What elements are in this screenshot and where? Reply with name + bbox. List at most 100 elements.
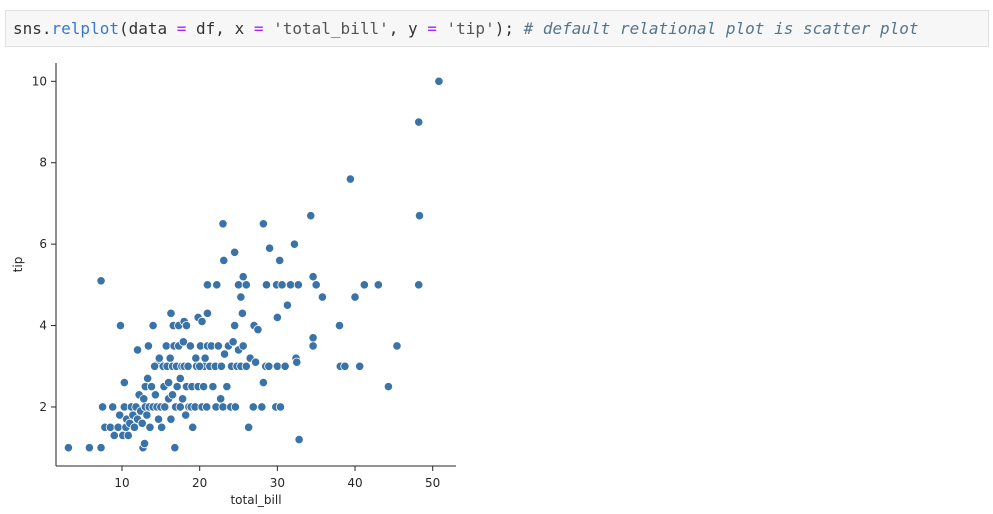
scatter-point [280,361,290,371]
scatter-point [308,333,318,343]
scatter-point [178,394,188,404]
scatter-point [185,341,195,351]
scatter-point [146,382,157,392]
y-axis-label: tip [11,257,25,273]
scatter-point [96,276,106,286]
scatter-point [208,382,218,392]
scatter-point [165,353,175,363]
scatter-point [414,117,424,127]
scatter-point [191,353,201,363]
scatter-point [373,280,383,290]
scatter-point [340,361,350,371]
scatter-point [142,410,152,420]
code-cell[interactable]: sns.relplot(data = df, x = 'total_bill',… [5,10,989,47]
scatter-point [285,280,296,290]
scatter-point [236,292,246,302]
y-tick-label: 8 [39,156,47,170]
scatter-point [154,353,164,363]
scatter-point [308,272,318,282]
scatter-point [164,377,174,388]
scatter-point [119,377,129,388]
scatter-point [253,325,263,335]
scatter-point [241,361,251,371]
scatter-point [153,414,164,424]
scatter-point [292,357,302,367]
scatter-point [96,443,106,453]
scatter-point [294,434,304,445]
scatter-point [238,341,248,351]
scatter-point [109,430,119,441]
scatter-point [277,280,287,290]
code-token: (data [118,19,177,38]
scatter-point [350,292,360,302]
scatter-point [183,361,193,371]
code-token [263,19,273,38]
scatter-point [98,402,108,412]
scatter-point [181,320,192,331]
y-tick-label: 4 [39,319,47,333]
scatter-point [139,439,150,449]
x-axis-label: total_bill [230,493,281,507]
scatter-point [129,422,140,432]
scatter-point [202,402,212,412]
scatter-point [63,443,74,453]
scatter-point [137,418,147,428]
scatter-point [84,443,94,453]
scatter-point [213,341,223,351]
scatter-point [258,377,268,388]
scatter-point [233,280,244,290]
y-tick-label: 6 [39,237,47,251]
code-token: relplot [51,19,119,38]
scatter-point [238,272,248,282]
code-token: df, x [186,19,254,38]
scatter-point [198,382,209,392]
code-token: 'total_bill' [273,19,389,38]
scatter-point [414,280,424,290]
scatter-point [293,280,303,290]
scatter-point [160,402,170,412]
scatter-point [143,341,154,351]
scatter-plot: 10 20 30 40 50 2 4 6 8 10 total_bill tip [11,63,456,507]
scatter-point [166,414,176,424]
code-token: 'tip' [446,19,495,38]
x-tick-label: 50 [425,476,440,490]
scatter-point [257,402,267,412]
scatter-point [261,280,272,290]
code-token: sns. [13,19,52,38]
scatter-point [175,402,185,412]
scatter-point [150,390,161,400]
scatter-point [228,337,238,347]
scatter-point [167,390,178,400]
scatter-point [218,219,228,229]
scatter-point [123,430,133,441]
scatter-point [218,402,228,412]
y-tick-label: 2 [39,400,47,414]
scatter-point [178,337,188,347]
code-token: , y [388,19,428,38]
scatter-point [172,382,182,392]
scatter-point [258,219,268,229]
scatter-point [251,357,261,367]
scatter-point [113,422,123,432]
scatter-point [334,320,345,331]
scatter-point [230,247,240,257]
scatter-point [282,300,293,310]
scatter-point [355,361,365,371]
x-tick-label: 40 [347,476,362,490]
scatter-point [308,341,318,351]
code-token: ); [494,19,524,38]
scatter-point [202,280,213,290]
scatter-point [383,382,394,392]
scatter-point [216,361,227,371]
scatter-point [108,402,118,412]
scatter-point [230,402,241,412]
scatter-point [216,394,226,404]
scatter-point [148,320,158,331]
scatter-point [275,255,285,266]
x-tick-label: 30 [270,476,285,490]
scatter-point [105,422,115,432]
scatter-point [264,243,275,253]
scatter-point [157,422,167,432]
scatter-point [264,361,274,371]
scatter-point [237,308,248,318]
